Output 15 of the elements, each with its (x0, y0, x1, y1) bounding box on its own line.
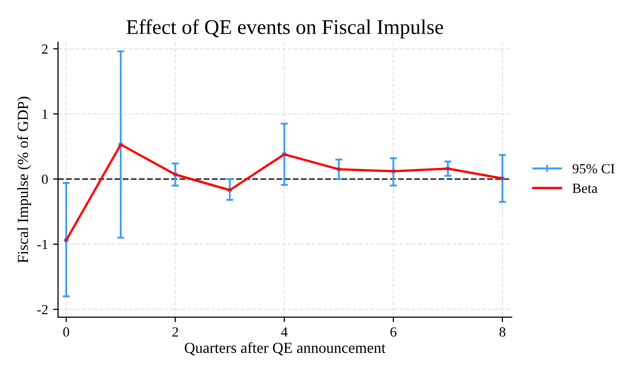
y-axis-title: Fiscal Impulse (% of GDP) (17, 96, 32, 263)
y-tick-label: 1 (42, 110, 48, 119)
y-tick-label: -1 (37, 240, 48, 250)
chart-title: Effect of QE events on Fiscal Impulse (126, 19, 444, 38)
legend-label: Beta (572, 184, 598, 194)
x-tick-label: 8 (499, 327, 506, 337)
x-tick-label: 0 (63, 327, 70, 337)
y-tick-label: 2 (42, 44, 48, 54)
legend-label: 95% CI (572, 164, 614, 174)
y-tick-label: 0 (42, 174, 48, 184)
x-tick-label: 4 (281, 327, 288, 337)
x-tick-label: 2 (172, 327, 178, 337)
x-tick-label: 6 (390, 327, 396, 337)
y-tick-label: -2 (37, 304, 48, 314)
x-axis-title: Quarters after QE announcement (184, 342, 386, 356)
